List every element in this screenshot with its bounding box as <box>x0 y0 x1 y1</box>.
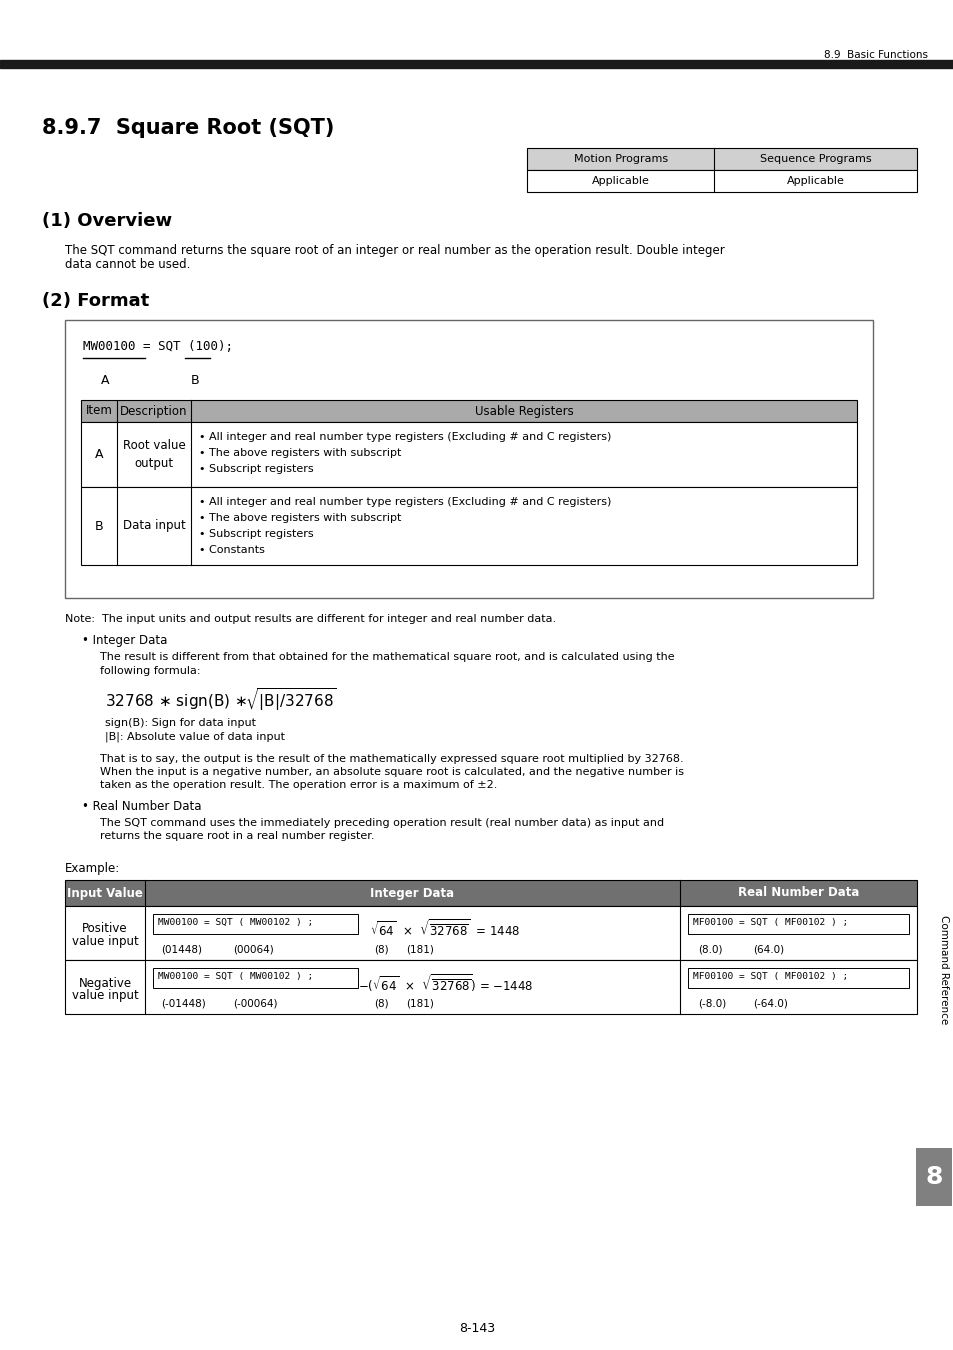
Text: $-$($\sqrt{64}$  $\times$  $\sqrt{\overline{32768}}$) = $-$1448: $-$($\sqrt{64}$ $\times$ $\sqrt{\overlin… <box>357 972 533 994</box>
Text: |B|: Absolute value of data input: |B|: Absolute value of data input <box>105 732 285 742</box>
Text: • The above registers with subscript: • The above registers with subscript <box>199 513 401 522</box>
Text: Motion Programs: Motion Programs <box>573 154 667 163</box>
Text: (-64.0): (-64.0) <box>752 998 787 1008</box>
Bar <box>152 914 357 934</box>
Text: Description: Description <box>120 405 188 417</box>
Text: A: A <box>94 448 103 460</box>
Text: Item: Item <box>86 405 112 417</box>
Text: B: B <box>94 520 103 532</box>
Text: • Constants: • Constants <box>199 545 265 555</box>
Text: Input Value: Input Value <box>67 887 143 899</box>
Text: A: A <box>101 374 110 387</box>
Text: The SQT command uses the immediately preceding operation result (real number dat: The SQT command uses the immediately pre… <box>100 818 663 828</box>
Text: Negative: Negative <box>78 976 132 990</box>
Text: Data input: Data input <box>123 520 185 532</box>
Text: Integer Data: Integer Data <box>370 887 454 899</box>
Text: MW00100 = SQT ( MW00102 ) ;: MW00100 = SQT ( MW00102 ) ; <box>158 918 313 927</box>
Text: value input: value input <box>71 934 138 948</box>
Text: Note:  The input units and output results are different for integer and real num: Note: The input units and output results… <box>65 614 556 624</box>
Text: Positive: Positive <box>82 922 128 936</box>
Text: (8): (8) <box>374 944 388 954</box>
Text: The result is different from that obtained for the mathematical square root, and: The result is different from that obtain… <box>100 652 674 662</box>
Bar <box>915 1148 951 1206</box>
Text: (181): (181) <box>406 998 434 1008</box>
Text: following formula:: following formula: <box>100 666 200 676</box>
Text: The SQT command returns the square root of an integer or real number as the oper: The SQT command returns the square root … <box>65 244 724 256</box>
Text: (1) Overview: (1) Overview <box>42 212 172 230</box>
Text: 8.9  Basic Functions: 8.9 Basic Functions <box>823 50 927 59</box>
Text: B: B <box>191 374 199 387</box>
Text: (-01448): (-01448) <box>161 998 206 1008</box>
Text: • The above registers with subscript: • The above registers with subscript <box>199 448 401 458</box>
Text: 8.9.7  Square Root (SQT): 8.9.7 Square Root (SQT) <box>42 117 334 138</box>
Bar <box>81 487 856 566</box>
Text: MF00100 = SQT ( MF00102 ) ;: MF00100 = SQT ( MF00102 ) ; <box>692 918 847 927</box>
Text: (8): (8) <box>374 998 388 1008</box>
Bar <box>65 320 872 598</box>
Text: value input: value input <box>71 988 138 1002</box>
Text: • All integer and real number type registers (Excluding # and C registers): • All integer and real number type regis… <box>199 497 611 508</box>
Bar <box>65 906 916 960</box>
Text: MF00100 = SQT ( MF00102 ) ;: MF00100 = SQT ( MF00102 ) ; <box>692 972 847 981</box>
Text: • Subscript registers: • Subscript registers <box>199 464 314 474</box>
Text: 32768 $\ast$ sign(B) $\ast\!\sqrt{|\mathrm{B}|/32768}$: 32768 $\ast$ sign(B) $\ast\!\sqrt{|\math… <box>105 686 336 713</box>
Text: taken as the operation result. The operation error is a maximum of ±2.: taken as the operation result. The opera… <box>100 780 497 790</box>
Bar <box>687 914 908 934</box>
Text: Applicable: Applicable <box>786 176 843 186</box>
Text: sign(B): Sign for data input: sign(B): Sign for data input <box>105 718 255 728</box>
Text: Usable Registers: Usable Registers <box>475 405 573 417</box>
Text: Applicable: Applicable <box>591 176 649 186</box>
Text: data cannot be used.: data cannot be used. <box>65 258 191 271</box>
Bar <box>687 968 908 988</box>
Bar <box>152 968 357 988</box>
Text: MW00100 = SQT ( MW00102 ) ;: MW00100 = SQT ( MW00102 ) ; <box>158 972 313 981</box>
Text: 8-143: 8-143 <box>458 1322 495 1335</box>
Text: • Real Number Data: • Real Number Data <box>82 801 201 813</box>
Text: That is to say, the output is the result of the mathematically expressed square : That is to say, the output is the result… <box>100 755 683 764</box>
Text: Example:: Example: <box>65 863 120 875</box>
Bar <box>81 400 856 423</box>
Text: Sequence Programs: Sequence Programs <box>759 154 870 163</box>
Text: (181): (181) <box>406 944 434 954</box>
Text: • All integer and real number type registers (Excluding # and C registers): • All integer and real number type regis… <box>199 432 611 441</box>
Text: 8: 8 <box>924 1165 942 1189</box>
Text: Command Reference: Command Reference <box>938 915 948 1025</box>
Bar <box>0 59 953 68</box>
Text: (2) Format: (2) Format <box>42 292 149 311</box>
Text: (64.0): (64.0) <box>752 944 783 954</box>
Text: (-8.0): (-8.0) <box>698 998 725 1008</box>
Bar <box>526 148 916 170</box>
Bar <box>65 880 916 906</box>
Bar <box>65 960 916 1014</box>
Text: (8.0): (8.0) <box>698 944 721 954</box>
Text: Root value
output: Root value output <box>123 439 185 470</box>
Text: (01448): (01448) <box>161 944 202 954</box>
Bar <box>81 423 856 487</box>
Text: Real Number Data: Real Number Data <box>737 887 859 899</box>
Bar <box>526 170 916 192</box>
Text: • Integer Data: • Integer Data <box>82 634 167 647</box>
Text: (-00064): (-00064) <box>233 998 277 1008</box>
Text: returns the square root in a real number register.: returns the square root in a real number… <box>100 832 375 841</box>
Text: MW00100 = SQT (100);: MW00100 = SQT (100); <box>83 340 233 352</box>
Text: When the input is a negative number, an absolute square root is calculated, and : When the input is a negative number, an … <box>100 767 683 778</box>
Text: $\sqrt{64}$  $\times$  $\sqrt{\overline{32768}}$  = 1448: $\sqrt{64}$ $\times$ $\sqrt{\overline{32… <box>370 918 520 938</box>
Text: (00064): (00064) <box>233 944 274 954</box>
Text: • Subscript registers: • Subscript registers <box>199 529 314 539</box>
